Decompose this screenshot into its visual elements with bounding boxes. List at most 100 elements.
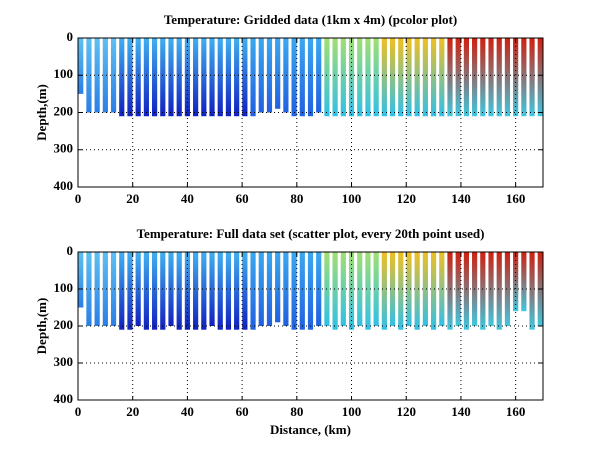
profile-strip — [266, 252, 273, 326]
profile-strip — [398, 252, 404, 330]
profile-strip — [496, 38, 502, 117]
x-tick-label: 60 — [236, 191, 249, 206]
profile-strip — [488, 252, 494, 326]
profile-strip — [127, 38, 133, 117]
profile-strip — [193, 38, 199, 117]
profile-strip — [332, 252, 338, 330]
profile-strip — [529, 252, 535, 330]
profile-strip — [439, 38, 445, 117]
profile-strip — [422, 252, 428, 326]
profile-strip — [414, 38, 420, 117]
profile-strip — [299, 38, 305, 117]
profile-strip — [422, 38, 428, 117]
profile-strip — [455, 38, 461, 117]
y-tick-label: 100 — [54, 66, 74, 81]
axes-box — [77, 251, 544, 401]
profile-strip — [275, 252, 281, 323]
profile-strip — [119, 252, 125, 330]
profile-strip — [504, 252, 511, 326]
profile-strip — [373, 38, 379, 117]
profile-strip — [357, 252, 363, 326]
profile-strip — [324, 38, 330, 117]
profile-strip — [201, 38, 207, 117]
profile-strip — [102, 252, 108, 326]
profile-strip — [291, 38, 297, 117]
x-tick-label: 140 — [451, 404, 471, 419]
profile-strip — [389, 252, 396, 326]
profile-strip — [94, 252, 100, 326]
profile-strip — [381, 38, 387, 117]
profile-strip — [365, 38, 371, 117]
profile-strip — [406, 38, 412, 117]
profile-strip — [78, 38, 84, 94]
profile-strip — [110, 252, 117, 326]
profile-strip — [266, 38, 273, 113]
profile-strip — [94, 38, 100, 113]
profile-strip — [340, 252, 346, 326]
x-tick-label: 40 — [181, 191, 194, 206]
x-tick-label: 20 — [126, 191, 139, 206]
profile-strip — [439, 252, 445, 326]
profile-strip — [225, 252, 232, 330]
profile-strip — [151, 252, 158, 330]
profile-strip — [513, 252, 519, 312]
profile-strip — [307, 38, 314, 117]
profile-strip — [521, 252, 527, 312]
y-tick-label: 400 — [54, 178, 74, 193]
y-tick-label: 0 — [67, 29, 74, 44]
profile-strip — [242, 38, 248, 117]
chart-title: Temperature: Full data set (scatter plot… — [137, 226, 485, 241]
profile-strip — [398, 38, 404, 117]
profile-strip — [275, 38, 281, 109]
profile-strip — [86, 38, 92, 113]
profile-strip — [217, 38, 223, 117]
profile-strip — [406, 252, 412, 326]
x-tick-label: 100 — [342, 404, 362, 419]
profile-strip — [176, 252, 182, 330]
profile-strip — [242, 252, 248, 330]
profile-strip — [119, 38, 125, 117]
profile-strip — [160, 38, 166, 117]
profile-strip — [373, 252, 379, 326]
profile-strip — [102, 38, 108, 113]
x-tick-label: 40 — [181, 404, 194, 419]
profile-strip — [504, 38, 511, 117]
profile-strip — [299, 252, 305, 330]
profile-strip — [209, 252, 215, 326]
profile-strip — [529, 38, 535, 117]
profile-strip — [357, 38, 363, 117]
x-tick-label: 60 — [236, 404, 249, 419]
profile-strip — [348, 38, 355, 117]
y-tick-label: 300 — [54, 141, 74, 156]
profile-strip — [135, 38, 141, 117]
profile-strip — [307, 252, 314, 330]
y-axis-label: Depth,(m) — [34, 298, 49, 355]
profile-strip — [250, 38, 256, 117]
profile-strip — [488, 38, 494, 117]
profile-strip — [472, 38, 478, 117]
profile-strip — [365, 252, 371, 330]
profile-strip — [332, 38, 338, 117]
profile-strip — [127, 252, 133, 330]
y-tick-label: 200 — [54, 317, 74, 332]
profile-strip — [537, 38, 543, 117]
x-tick-label: 140 — [451, 191, 471, 206]
x-tick-label: 160 — [506, 191, 526, 206]
profile-strip — [86, 252, 92, 326]
profile-strip — [480, 252, 486, 330]
profile-strip — [234, 252, 240, 330]
profile-strip — [447, 38, 453, 117]
profile-strip — [151, 38, 158, 117]
profile-strip — [250, 252, 256, 330]
profile-strip — [283, 38, 289, 113]
x-tick-label: 80 — [290, 191, 303, 206]
profile-strip — [225, 38, 232, 117]
profile-strip — [201, 252, 207, 330]
profile-strip — [496, 252, 502, 330]
y-tick-label: 0 — [67, 243, 74, 258]
profile-strip — [143, 38, 149, 117]
chart-title: Temperature: Gridded data (1km x 4m) (pc… — [164, 12, 457, 27]
profile-strip — [381, 252, 387, 330]
profile-strip — [521, 38, 527, 117]
